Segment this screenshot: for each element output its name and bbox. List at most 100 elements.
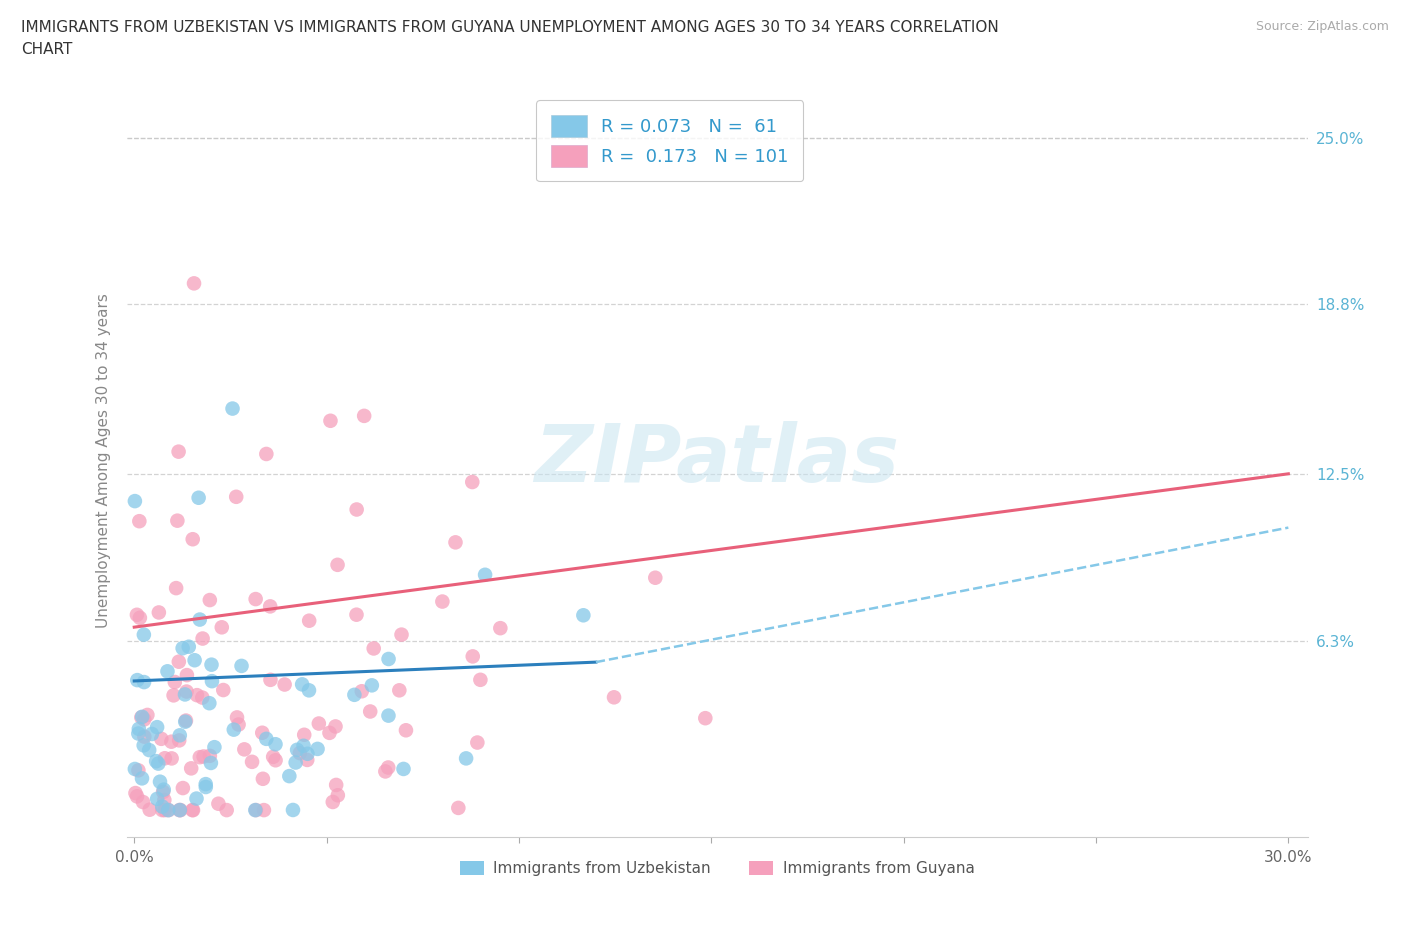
Point [124,762,146,777]
Point [191,631,214,646]
Point [180,761,202,776]
Point [319,413,342,428]
Point [188,612,211,627]
Point [252,725,274,740]
Y-axis label: Unemployment Among Ages 30 to 34 years: Unemployment Among Ages 30 to 34 years [96,293,111,628]
Point [298,683,321,698]
Point [181,803,204,817]
Point [461,474,484,489]
Point [174,687,197,702]
Point [172,780,194,795]
Point [298,613,321,628]
Point [461,649,484,664]
Point [156,664,179,679]
Point [254,731,277,746]
Point [262,750,284,764]
Point [132,674,155,689]
Point [183,276,205,291]
Point [447,801,470,816]
Point [392,762,415,777]
Point [152,782,174,797]
Point [128,610,150,625]
Point [318,725,340,740]
Point [343,687,366,702]
Point [153,751,176,765]
Point [127,672,149,687]
Point [169,803,191,817]
Point [132,627,155,642]
Point [326,557,349,572]
Point [136,708,159,723]
Point [150,803,173,817]
Text: Source: ZipAtlas.com: Source: ZipAtlas.com [1256,20,1389,33]
Point [149,775,172,790]
Point [132,737,155,752]
Point [374,764,396,778]
Point [148,756,170,771]
Point [207,796,229,811]
Point [212,683,235,698]
Point [444,535,467,550]
Point [194,777,217,791]
Point [228,717,250,732]
Point [186,687,208,702]
Point [572,608,595,623]
Point [148,605,170,620]
Point [146,720,169,735]
Point [603,690,626,705]
Point [388,683,411,698]
Point [353,408,375,423]
Legend: Immigrants from Uzbekistan, Immigrants from Guyana: Immigrants from Uzbekistan, Immigrants f… [454,855,980,882]
Point [167,445,190,459]
Point [134,729,156,744]
Point [254,446,277,461]
Point [211,620,233,635]
Point [288,746,311,761]
Point [231,658,253,673]
Point [225,489,247,504]
Point [125,789,148,804]
Point [193,749,215,764]
Point [146,791,169,806]
Point [176,684,198,699]
Point [297,747,319,762]
Point [131,710,153,724]
Point [177,639,200,654]
Point [307,741,329,756]
Point [233,742,256,757]
Point [432,594,454,609]
Point [169,803,191,817]
Point [204,739,226,754]
Point [181,532,204,547]
Point [191,690,214,705]
Point [138,743,160,758]
Point [153,792,176,807]
Point [285,742,308,757]
Point [160,751,183,765]
Point [252,771,274,786]
Point [474,567,496,582]
Point [167,733,190,748]
Point [157,803,180,817]
Point [456,751,478,765]
Point [695,711,717,725]
Point [200,755,222,770]
Point [134,712,156,727]
Point [273,677,295,692]
Point [470,672,492,687]
Point [141,726,163,741]
Point [128,722,150,737]
Point [165,580,187,595]
Point [308,716,330,731]
Point [157,803,180,817]
Point [163,674,186,689]
Point [360,678,382,693]
Point [153,803,176,817]
Point [467,735,489,750]
Point [245,803,267,817]
Point [172,641,194,656]
Point [377,760,399,775]
Point [240,754,263,769]
Point [291,677,314,692]
Point [127,726,149,741]
